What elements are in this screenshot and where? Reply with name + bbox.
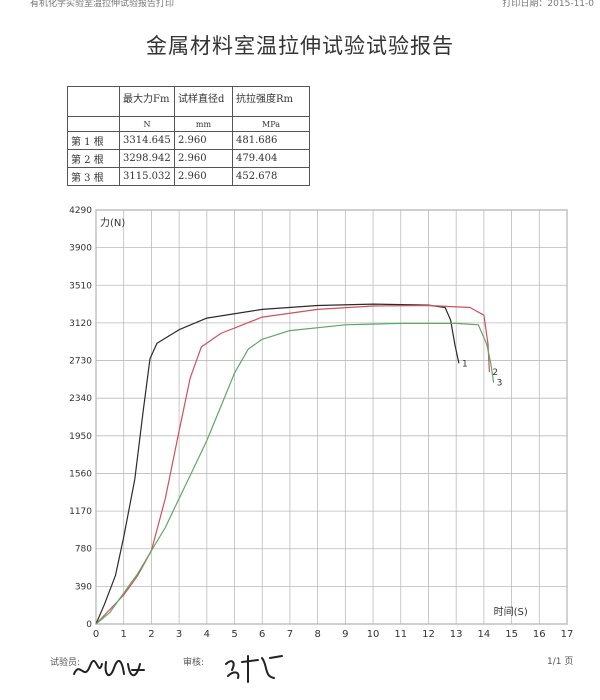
- table-header-cell: [67, 86, 120, 117]
- tester-signature: [73, 659, 145, 677]
- table-header-row: 最大力Fm 试样直径d 抗拉强度Rm: [67, 86, 310, 117]
- y-tick-label: 3900: [69, 244, 92, 254]
- x-tick-label: 12: [422, 629, 435, 640]
- table-cell: 第 1 根: [67, 131, 120, 150]
- table-cell: 第 3 根: [67, 167, 120, 186]
- x-tick-label: 4: [204, 629, 210, 640]
- x-tick-label: 10: [367, 629, 380, 640]
- x-tick-label: 0: [93, 629, 99, 640]
- header-left-text: 有机化学实验室温拉伸试验报告打印: [30, 0, 175, 9]
- x-tick-label: 13: [450, 629, 463, 640]
- table-cell: 2.960: [174, 167, 233, 186]
- y-tick-label: 1170: [69, 507, 92, 517]
- table-header-cell: 试样直径d: [174, 86, 233, 117]
- x-tick-label: 15: [505, 629, 518, 640]
- x-tick-label: 17: [561, 629, 574, 640]
- table-cell: 479.404: [232, 149, 310, 168]
- y-tick-label: 1950: [69, 432, 92, 442]
- force-time-chart: 0 1 2 3 4 5 6 7 8 9 10 11 12 13 14 15 16 1703907801170156…: [69, 206, 574, 640]
- x-tick-label: 2: [148, 629, 154, 640]
- print-date: 打印日期：2015-11-0: [502, 0, 594, 9]
- table-cell: 452.678: [232, 167, 310, 186]
- y-tick-label: 1560: [69, 469, 92, 479]
- x-tick-label: 8: [314, 629, 320, 640]
- table-cell: 481.686: [232, 131, 310, 150]
- table-header-cell: 最大力Fm: [119, 86, 175, 117]
- series-end-label: 2: [492, 368, 498, 378]
- table-header-cell: 抗拉强度Rm: [232, 86, 310, 117]
- table-cell: 3314.645: [119, 131, 175, 150]
- table-row: 第 1 根 3314.645 2.960 481.686: [67, 131, 310, 150]
- plot-frame: [95, 209, 568, 625]
- results-table: 最大力Fm 试样直径d 抗拉强度Rm N mm MPa 第 1 根 3314.6…: [67, 86, 310, 186]
- y-axis-label: 力(N): [100, 216, 125, 229]
- x-tick-label: 16: [533, 629, 546, 640]
- series-end-label: 3: [497, 379, 503, 389]
- x-tick-label: 11: [394, 629, 407, 640]
- table-cell: 3115.032: [119, 167, 175, 186]
- table-cell: 第 2 根: [67, 149, 120, 168]
- y-tick-label: 4290: [69, 206, 92, 216]
- x-tick-label: 6: [259, 629, 265, 640]
- y-tick-label: 3120: [69, 319, 92, 329]
- series-line-3: [95, 322, 495, 625]
- y-tick-label: 3510: [69, 281, 92, 291]
- series-line-2: [95, 304, 490, 625]
- y-tick-label: 390: [75, 582, 92, 592]
- reviewer-label: 审核:: [183, 658, 205, 668]
- page-indicator: 1/1 页: [547, 657, 574, 667]
- y-tick-label: 780: [75, 545, 92, 555]
- x-tick-label: 3: [176, 629, 182, 640]
- table-row: 第 3 根 3115.032 2.960 452.678: [67, 167, 310, 186]
- x-axis-label: 时间(S): [494, 605, 528, 618]
- table-units-row: N mm MPa: [67, 116, 310, 132]
- table-cell: 2.960: [174, 149, 233, 168]
- x-tick-label: 5: [231, 629, 237, 640]
- x-tick-label: 9: [342, 629, 348, 640]
- x-tick-label: 14: [478, 629, 491, 640]
- reviewer-signature: [225, 655, 283, 683]
- table-row: 第 2 根 3298.942 2.960 479.404: [67, 149, 310, 168]
- x-tick-label: 7: [287, 629, 293, 640]
- table-unit-cell: MPa: [232, 116, 310, 132]
- y-tick-label: 2340: [69, 394, 92, 404]
- y-tick-label: 2730: [69, 357, 92, 367]
- table-cell: 2.960: [174, 131, 233, 150]
- series-end-label: 1: [462, 359, 468, 369]
- table-unit-cell: mm: [174, 116, 233, 132]
- table-cell: 3298.942: [119, 149, 175, 168]
- table-unit-cell: N: [119, 116, 175, 132]
- table-unit-cell: [67, 116, 120, 132]
- report-title: 金属材料室温拉伸试验试验报告: [146, 34, 454, 58]
- series-line-1: [95, 303, 460, 625]
- y-tick-label: 0: [86, 620, 92, 630]
- tester-label: 试验员:: [50, 658, 81, 668]
- x-tick-label: 1: [121, 629, 127, 640]
